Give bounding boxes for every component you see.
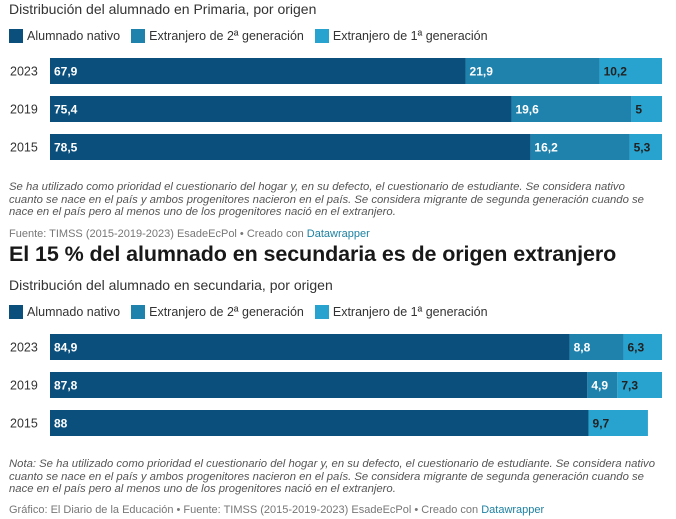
legend-swatch-segunda: [131, 305, 146, 319]
legend-swatch-primera: [314, 29, 329, 43]
bar-nativo-2019: [50, 372, 588, 398]
legend-item-primera: Extranjero de 1ª generación: [314, 305, 488, 319]
legend-item-nativo: Alumnado nativo: [9, 29, 120, 43]
chart2-datawrapper-link[interactable]: Datawrapper: [481, 504, 545, 516]
legend-label-nativo: Alumnado nativo: [27, 29, 121, 43]
chart2-title: El 15 % del alumnado en secundaria es de…: [9, 242, 617, 266]
bar-primera-2015: [588, 410, 648, 436]
bar-label-nativo-2023: 67,9: [54, 65, 78, 79]
year-label-2019: 2019: [10, 379, 38, 393]
chart1-note: Se ha utilizado como prioridad el cuesti…: [9, 181, 644, 218]
bar-label-segunda-2019: 4,9: [591, 379, 608, 393]
chart1-legend: Alumnado nativo Extranjero de 2ª generac…: [9, 29, 499, 43]
legend-item-primera: Extranjero de 1ª generación: [314, 29, 488, 43]
legend-label-primera: Extranjero de 1ª generación: [332, 305, 488, 319]
bar-label-segunda-2023: 8,8: [574, 341, 591, 355]
chart2-legend: Alumnado nativo Extranjero de 2ª generac…: [9, 305, 499, 319]
bar-label-primera-2019: 7,3: [621, 379, 638, 393]
bar-primera-2019: [631, 96, 662, 122]
chart1-datawrapper-link[interactable]: Datawrapper: [306, 228, 370, 240]
legend-label-segunda: Extranjero de 2ª generación: [149, 305, 304, 319]
bar-label-primera-2015: 9,7: [593, 417, 610, 431]
year-label-2023: 2023: [10, 65, 38, 79]
bar-nativo-2019: [50, 96, 512, 122]
bar-primera-2023: [599, 58, 662, 84]
bar-nativo-2023: [50, 334, 570, 360]
legend-swatch-nativo: [9, 305, 23, 319]
legend-label-nativo: Alumnado nativo: [27, 305, 121, 319]
legend-swatch-segunda: [131, 29, 146, 43]
chart1-footer-text: Fuente: TIMSS (2015-2019-2023) EsadeEcPo…: [9, 228, 307, 240]
bar-primera-2019: [617, 372, 662, 398]
chart2-bars: 2023 84,9 8,8 6,3 2019 87,8 4,9 7,3 2015 88 9,7: [10, 334, 662, 436]
bar-label-segunda-2023: 21,9: [470, 65, 494, 79]
bar-segunda-2019: [511, 96, 632, 122]
bar-label-segunda-2015: 16,2: [534, 141, 558, 155]
bar-primera-2023: [623, 334, 662, 360]
legend-label-primera: Extranjero de 1ª generación: [332, 29, 488, 43]
bar-label-nativo-2023: 84,9: [54, 341, 78, 355]
bar-nativo-2015: [50, 410, 589, 436]
bar-label-nativo-2015: 78,5: [54, 141, 78, 155]
bar-label-segunda-2019: 19,6: [515, 103, 539, 117]
chart2-footer: Gráfico: El Diario de la Educación • Fue…: [9, 504, 544, 516]
legend-item-segunda: Extranjero de 2ª generación: [131, 305, 304, 319]
bar-segunda-2019: [587, 372, 618, 398]
bar-segunda-2023: [569, 334, 624, 360]
bar-label-nativo-2015: 88: [54, 417, 68, 431]
bar-label-primera-2015: 5,3: [634, 141, 651, 155]
bar-label-primera-2023: 10,2: [604, 65, 628, 79]
year-label-2015: 2015: [10, 417, 38, 431]
chart2-note: Nota: Se ha utilizado como prioridad el …: [9, 458, 655, 495]
legend-item-segunda: Extranjero de 2ª generación: [131, 29, 304, 43]
legend-label-segunda: Extranjero de 2ª generación: [149, 29, 304, 43]
chart1-bars: 2023 67,9 21,9 10,2 2019 75,4 19,6 5 2015 78,5 16,…: [10, 58, 662, 160]
legend-item-nativo: Alumnado nativo: [9, 305, 120, 319]
bar-nativo-2015: [50, 134, 531, 160]
bar-segunda-2023: [465, 58, 600, 84]
bar-label-primera-2023: 6,3: [627, 341, 644, 355]
bar-label-primera-2019: 5: [635, 103, 642, 117]
year-label-2019: 2019: [10, 103, 38, 117]
year-label-2023: 2023: [10, 341, 38, 355]
year-label-2015: 2015: [10, 141, 38, 155]
chart1-subtitle: Distribución del alumnado en Primaria, p…: [9, 1, 317, 17]
chart2-subtitle: Distribución del alumnado en secundaria,…: [9, 277, 333, 293]
bar-label-nativo-2019: 87,8: [54, 379, 78, 393]
chart2-footer-text: Gráfico: El Diario de la Educación • Fue…: [9, 504, 482, 516]
bar-primera-2015: [629, 134, 662, 160]
chart1-footer: Fuente: TIMSS (2015-2019-2023) EsadeEcPo…: [9, 228, 370, 240]
legend-swatch-primera: [314, 305, 329, 319]
legend-swatch-nativo: [9, 29, 23, 43]
bar-nativo-2023: [50, 58, 466, 84]
bar-label-nativo-2019: 75,4: [54, 103, 78, 117]
bar-segunda-2015: [530, 134, 630, 160]
